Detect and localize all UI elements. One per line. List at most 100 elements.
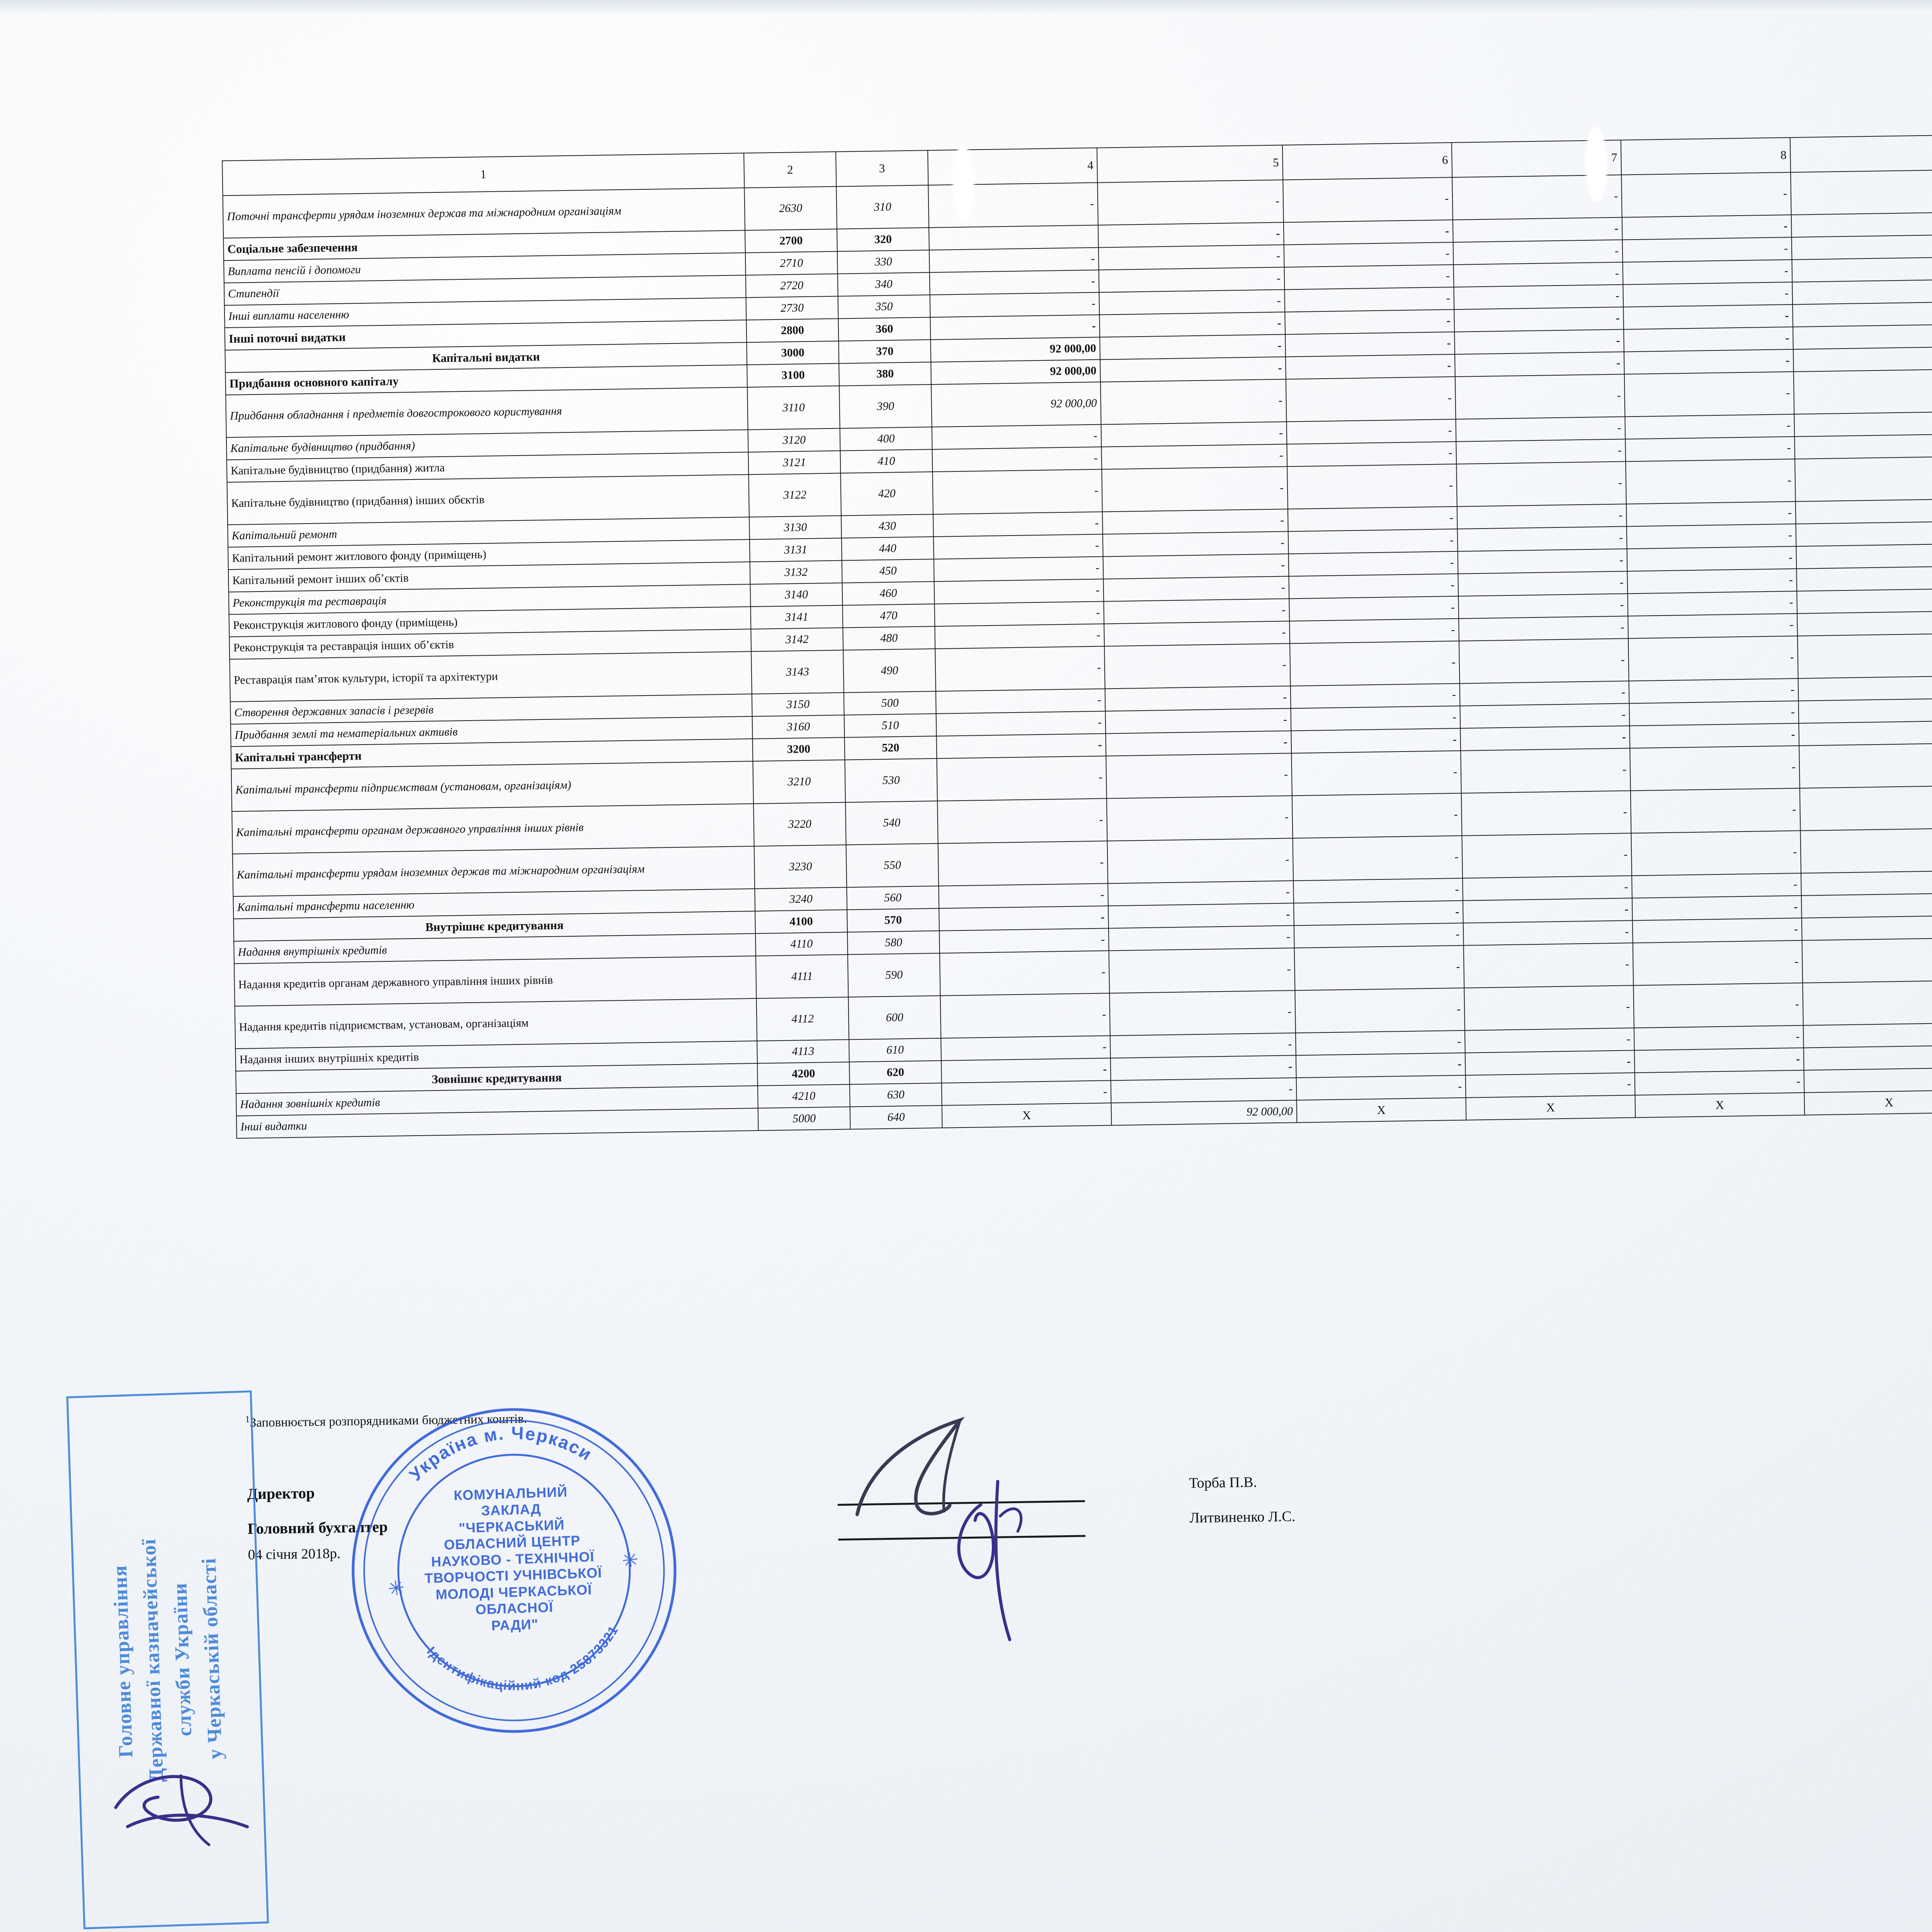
col-header-9: 9 — [1790, 135, 1932, 173]
table-cell-value: 92 000,00 — [930, 337, 1100, 362]
table-cell-value: - — [1458, 549, 1628, 574]
table-cell-value: - — [1628, 613, 1798, 639]
row-line-code: 510 — [844, 713, 937, 738]
table-cell-value: - — [1098, 222, 1284, 248]
table-cell-value: - — [1104, 621, 1290, 646]
table-cell-value: 92 000,00 — [931, 382, 1101, 427]
row-kekv-code: 3000 — [747, 341, 839, 365]
table-cell-value: - — [1454, 329, 1624, 354]
table-cell-value: - — [1801, 915, 1932, 940]
col-header-4: 4 — [927, 148, 1098, 185]
table-body: Поточні трансферти урядам іноземних держ… — [223, 160, 1932, 1138]
table-cell-value: - — [1791, 235, 1932, 260]
row-kekv-code: 3120 — [748, 428, 840, 452]
row-label: Надання кредитів підприємствам, установа… — [235, 998, 757, 1049]
table-cell-value: - — [1794, 434, 1932, 459]
row-label: Капітальні трансферти урядам іноземних д… — [232, 846, 755, 897]
row-kekv-code: 4111 — [755, 954, 849, 998]
table-cell-value: - — [1795, 456, 1932, 502]
row-line-code: 430 — [841, 514, 934, 538]
table-cell-value: - — [1802, 938, 1932, 983]
table-cell-value: - — [1108, 925, 1294, 951]
table-cell-value: - — [1462, 833, 1632, 878]
table-cell-value: X — [1804, 1090, 1932, 1115]
table-cell-value: - — [934, 556, 1104, 582]
row-line-code: 560 — [847, 886, 939, 910]
table-cell-value: - — [1102, 509, 1288, 534]
row-line-code: 310 — [836, 185, 929, 229]
table-cell-value: - — [1108, 881, 1294, 906]
table-cell-value: - — [1634, 1025, 1804, 1051]
table-cell-value: - — [1107, 838, 1294, 884]
table-cell-value: - — [1457, 526, 1627, 551]
table-cell-value: - — [1626, 501, 1796, 527]
table-cell-value — [929, 225, 1099, 250]
table-cell-value: - — [1794, 412, 1932, 437]
row-label: Капітальні трансферти підприємствам (уст… — [231, 761, 754, 812]
col-header-8: 8 — [1621, 138, 1791, 175]
table-cell-value: - — [935, 689, 1105, 714]
table-cell-value: - — [1456, 439, 1626, 464]
row-kekv-code: 3130 — [749, 515, 842, 540]
table-cell-value: 92 000,00 — [1111, 1100, 1297, 1126]
row-kekv-code: 4200 — [757, 1062, 850, 1086]
table-cell-value: - — [933, 512, 1103, 537]
table-cell-value: - — [1622, 237, 1792, 262]
col-header-6: 6 — [1282, 143, 1452, 180]
table-cell-value: - — [1797, 588, 1932, 614]
seal-arc-text: Україна м. Черкаси Ідентифікаційний код … — [401, 1412, 628, 1704]
table-cell-value: - — [1465, 1073, 1635, 1098]
table-cell-value: - — [1798, 698, 1932, 723]
seal-center-text: КОМУНАЛЬНИЙ ЗАКЛАД "ЧЕРКАСЬКИЙ ОБЛАСНИЙ ЦЕН… — [395, 1482, 631, 1637]
table-cell-value: - — [1283, 219, 1453, 245]
table-cell-value: - — [1803, 1023, 1932, 1048]
table-cell-value: - — [932, 469, 1102, 515]
table-cell-value: - — [1793, 302, 1932, 327]
table-cell-value: - — [1801, 871, 1932, 896]
table-cell-value: - — [1621, 172, 1791, 218]
table-cell-value: - — [1458, 571, 1628, 596]
row-kekv-code: 3110 — [747, 386, 840, 430]
col-header-5: 5 — [1097, 145, 1283, 183]
table-cell-value: - — [1105, 686, 1291, 711]
table-cell-value: - — [1795, 499, 1932, 524]
table-cell-value: - — [1286, 354, 1455, 379]
table-cell-value: - — [1103, 576, 1289, 602]
table-cell-value: - — [1296, 1053, 1466, 1078]
row-line-code: 580 — [847, 930, 940, 955]
table-cell-value: - — [1459, 681, 1629, 706]
table-cell-value: - — [1456, 417, 1626, 442]
table-cell-value: - — [1793, 324, 1932, 349]
table-cell-value: - — [1106, 796, 1293, 841]
table-cell-value: - — [1293, 835, 1463, 881]
row-line-code: 390 — [839, 384, 932, 429]
organization-round-seal: Україна м. Черкаси Ідентифікаційний код … — [333, 1390, 695, 1751]
table-cell-value: X — [1635, 1092, 1805, 1118]
table-cell-value: - — [1104, 599, 1290, 624]
table-cell-value: - — [1627, 546, 1797, 571]
seal-arc-top-text: Україна м. Черкаси — [401, 1412, 598, 1486]
table-cell-value: - — [1108, 903, 1294, 929]
table-cell-value: - — [940, 993, 1111, 1038]
table-cell-value: - — [1287, 464, 1457, 509]
table-cell-value: - — [1104, 643, 1291, 689]
table-cell-value: - — [1632, 873, 1801, 898]
table-cell-value: - — [1284, 242, 1454, 267]
table-cell-value: - — [1459, 616, 1628, 641]
table-cell-value: - — [1099, 312, 1286, 337]
table-cell-value: - — [1633, 983, 1803, 1028]
row-line-code: 370 — [838, 340, 931, 364]
table-cell-value: - — [1804, 1068, 1932, 1093]
row-kekv-code: 3132 — [750, 560, 842, 585]
table-cell-value: - — [1797, 633, 1932, 679]
table-cell-value: - — [1792, 257, 1932, 282]
row-line-code: 500 — [844, 691, 936, 715]
row-kekv-code: 3150 — [752, 692, 844, 717]
row-line-code: 520 — [844, 736, 937, 760]
table-cell-value: - — [1801, 893, 1932, 918]
table-cell-value: - — [1294, 923, 1464, 948]
table-cell-value: - — [1796, 544, 1932, 569]
table-cell-value: - — [1624, 349, 1794, 374]
director-name: Торба П.В. — [1189, 1474, 1257, 1492]
table-cell-value: - — [1289, 596, 1459, 621]
